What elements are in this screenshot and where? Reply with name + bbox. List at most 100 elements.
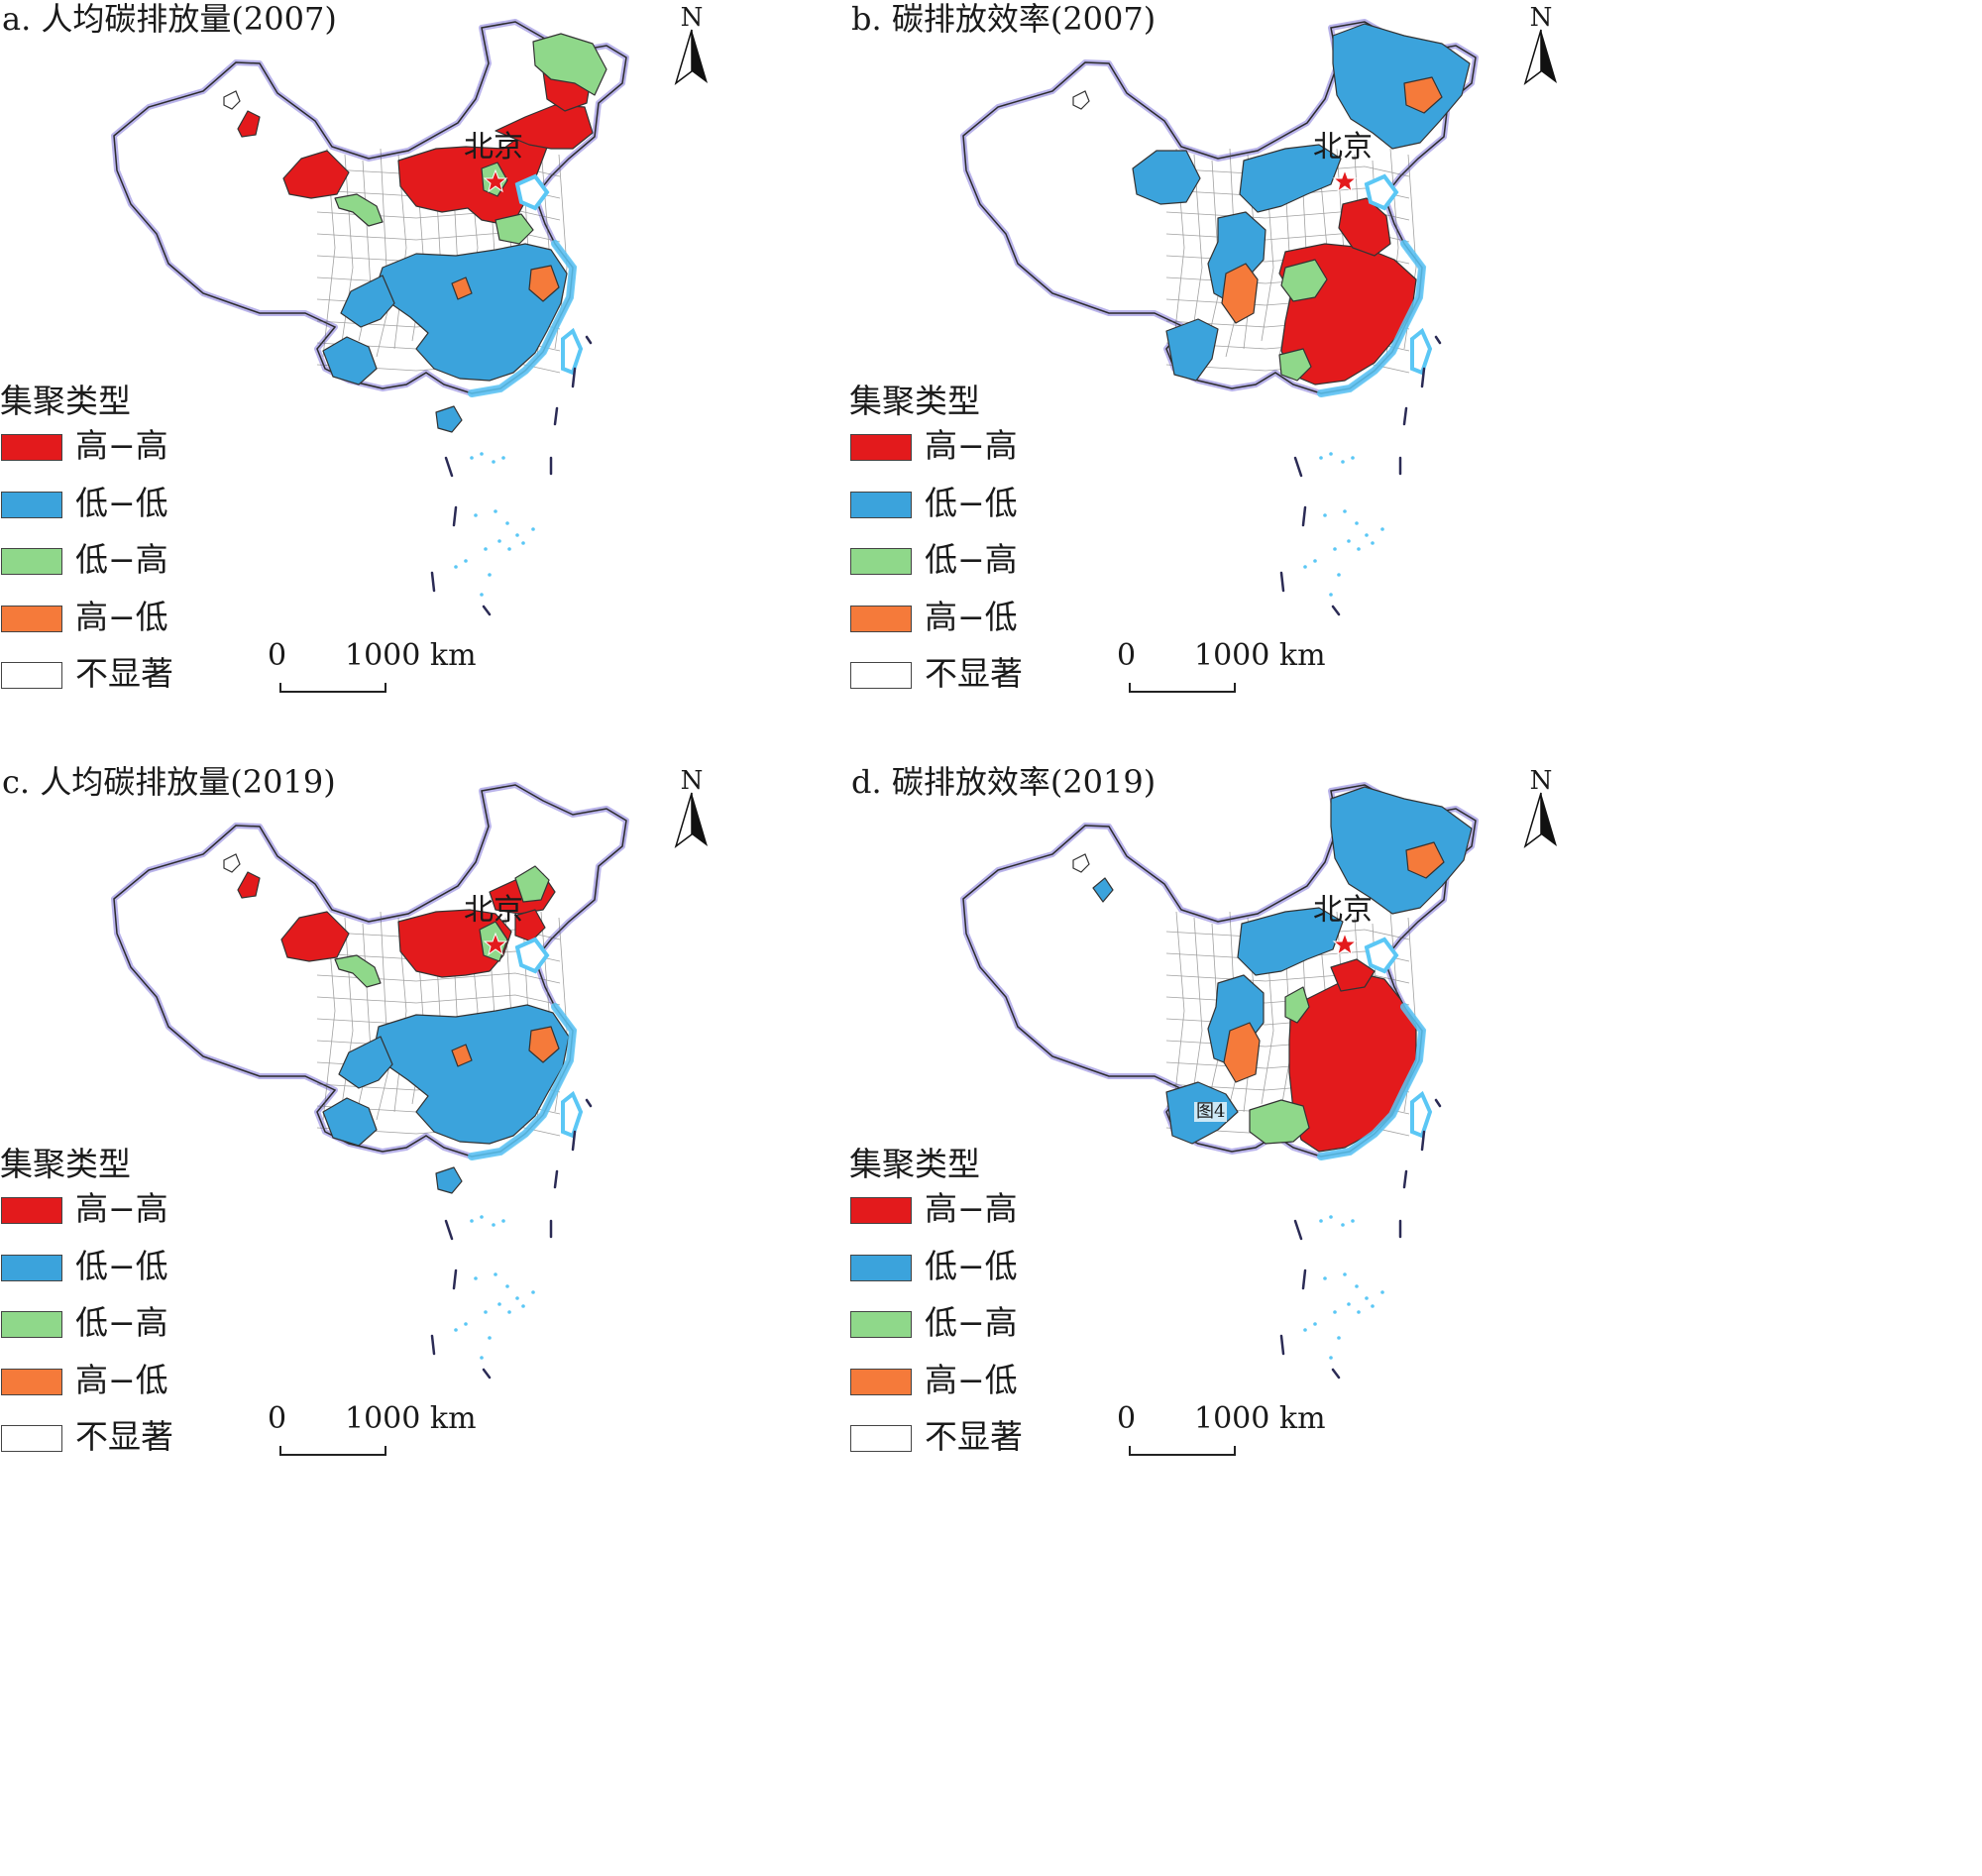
legend-label: 低−高 (925, 1303, 1018, 1342)
region-northeast-north (532, 33, 607, 96)
region-northeast (1332, 23, 1471, 150)
legend-item-low-low: 低−低 (0, 1247, 228, 1312)
panel-title: b. 碳排放效率(2007) (851, 0, 1156, 38)
legend-item-high-high: 高−高 (0, 1189, 228, 1255)
map-d (960, 782, 1479, 1379)
legend-item-high-low: 高−低 (0, 1361, 228, 1426)
legend-label: 高−高 (75, 426, 168, 465)
region-xinjiang-spot (1092, 877, 1114, 903)
region-inner-mongolia (1237, 907, 1344, 976)
map-b (960, 19, 1479, 616)
scale-zero-label: 0 (268, 1401, 287, 1436)
legend-item-low-high: 低−高 (0, 540, 228, 606)
beijing-star-icon (483, 168, 508, 193)
beijing-star-icon (1332, 168, 1358, 193)
legend-label: 低−高 (75, 1303, 168, 1342)
panel-title: d. 碳排放效率(2019) (851, 763, 1156, 801)
north-arrow: N (674, 3, 710, 85)
scale-bar: 0 1000 km (268, 639, 486, 699)
legend-label: 高−低 (925, 597, 1018, 636)
region-liaoning-west (514, 909, 546, 942)
region-yunnan-guizhou (1165, 318, 1219, 382)
region-xinjiang-east (280, 911, 350, 962)
taiwan-island (561, 327, 584, 376)
region-northeast (1330, 786, 1473, 915)
region-northeast-spots (1405, 841, 1445, 879)
legend-item-not-significant: 不显著 (0, 654, 228, 719)
legend-item-high-high: 高−高 (0, 426, 228, 492)
scale-line (279, 683, 386, 693)
south-china-sea-inset (1279, 1098, 1442, 1379)
legend-label: 不显著 (925, 654, 1023, 693)
region-shandong-south (495, 213, 534, 245)
region-gansu-corridor (334, 954, 382, 988)
region-xinjiang-north-spot (237, 110, 261, 138)
map-c (111, 782, 629, 1379)
north-arrow-icon (674, 29, 708, 85)
legend: 集聚类型 高−高 低−低 低−高 高−低 不显著 (849, 1145, 1077, 1483)
region-gansu-corridor (334, 193, 384, 227)
scale-max-label: 1000 km (345, 638, 477, 673)
city-label-beijing: 北京 (1313, 893, 1373, 928)
region-south-china (376, 243, 568, 382)
north-arrow: N (674, 767, 710, 848)
scale-max-label: 1000 km (1194, 1401, 1326, 1436)
region-southwest (340, 275, 395, 328)
beijing-star-icon (483, 932, 508, 956)
legend-item-high-low: 高−低 (849, 598, 1077, 663)
legend-title: 集聚类型 (849, 382, 980, 420)
scale-line (279, 1446, 386, 1456)
legend-swatch (1, 1368, 62, 1395)
coastline (468, 1003, 578, 1160)
legend-label: 低−低 (75, 483, 168, 522)
legend-label: 低−高 (925, 540, 1018, 579)
map-a (111, 19, 629, 616)
region-zhejiang-spots (528, 1026, 560, 1063)
legend-swatch (850, 1368, 912, 1395)
region-hainan (435, 1166, 463, 1194)
legend-swatch (1, 548, 62, 575)
legend-title: 集聚类型 (0, 1145, 131, 1183)
legend-item-not-significant: 不显著 (849, 1417, 1077, 1483)
legend-item-high-high: 高−高 (849, 1189, 1077, 1255)
map-annotation: 图4 (1194, 1101, 1228, 1122)
legend-label: 低−低 (75, 1246, 168, 1285)
scale-max-label: 1000 km (1194, 638, 1326, 673)
legend-label: 高−低 (925, 1360, 1018, 1399)
panel-title: c. 人均碳排放量(2019) (2, 763, 336, 801)
legend-swatch (1, 1197, 62, 1224)
legend-item-low-high: 低−高 (0, 1303, 228, 1369)
legend-item-low-high: 低−高 (849, 1303, 1077, 1369)
legend-item-high-high: 高−高 (849, 426, 1077, 492)
legend-label: 高−高 (925, 426, 1018, 465)
legend-label: 低−高 (75, 540, 168, 579)
legend-swatch (1, 491, 62, 518)
region-sichuan-spots (1223, 1022, 1261, 1083)
coastline (468, 240, 578, 397)
north-letter: N (680, 3, 704, 33)
region-zhejiang-spots (528, 265, 560, 302)
north-arrow: N (1523, 4, 1559, 85)
region-xinjiang-east (1132, 150, 1201, 205)
region-sichuan-spots (1221, 263, 1259, 324)
taiwan-island (561, 1090, 584, 1139)
legend-swatch (850, 662, 912, 689)
legend-label: 低−低 (925, 483, 1018, 522)
scale-bar: 0 1000 km (1117, 639, 1335, 699)
legend: 集聚类型 高−高 低−低 低−高 高−低 不显著 (0, 382, 228, 719)
region-yunnan-south (322, 1097, 378, 1147)
legend-item-low-high: 低−高 (849, 540, 1077, 606)
legend-label: 不显著 (925, 1417, 1023, 1456)
north-arrow-icon (1523, 792, 1557, 848)
legend-swatch (850, 1197, 912, 1224)
panel-title: a. 人均碳排放量(2007) (2, 0, 337, 38)
region-inner-mongolia-central (495, 104, 594, 150)
legend-label: 高−高 (75, 1189, 168, 1228)
region-northeast-spots (1403, 76, 1443, 114)
region-hainan (435, 405, 463, 433)
region-central-mix (1280, 259, 1328, 302)
legend-swatch (850, 434, 912, 461)
legend-item-low-low: 低−低 (849, 484, 1077, 549)
region-inner-mongolia (1239, 144, 1342, 213)
legend-swatch (850, 605, 912, 632)
